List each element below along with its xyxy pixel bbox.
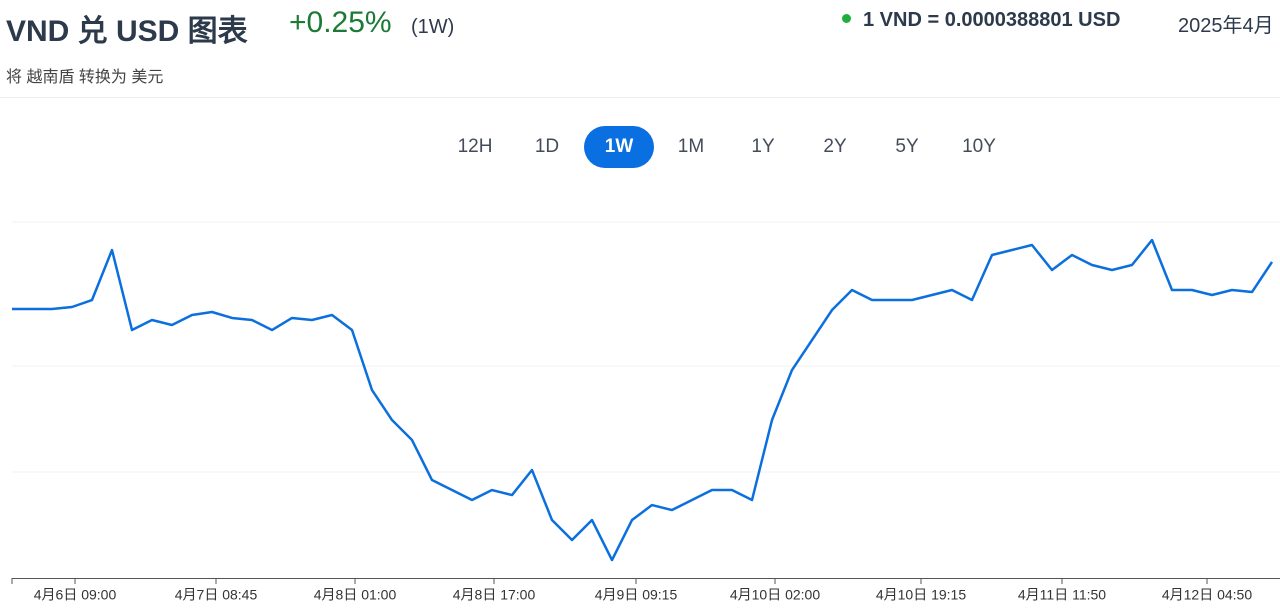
range-button[interactable]: 1D xyxy=(534,136,560,157)
date: 2025年4月 xyxy=(1178,15,1274,37)
separator xyxy=(0,97,1280,98)
range-button[interactable]: 10Y xyxy=(962,136,996,157)
x-tick-label: 4月8日 01:00 xyxy=(314,587,397,603)
x-tick-label: 4月6日 09:00 xyxy=(34,587,117,603)
live-dot xyxy=(842,14,851,23)
change: +0.25% xyxy=(289,6,392,39)
range-button[interactable]: 1W xyxy=(584,126,654,168)
x-tick-label: 4月9日 09:15 xyxy=(595,587,678,603)
period: (1W) xyxy=(411,16,455,38)
range-button[interactable]: 1M xyxy=(677,136,705,157)
range-button[interactable]: 1Y xyxy=(751,136,775,157)
range-button[interactable]: 2Y xyxy=(823,136,847,157)
range-buttons: 12H 1D 1W 1M 1Y 2Y 5Y 10Y xyxy=(440,126,1014,168)
subtitle: 将 越南盾 转换为 美元 xyxy=(6,69,164,86)
range-button[interactable]: 5Y xyxy=(895,136,919,157)
x-tick-label: 4月7日 08:45 xyxy=(175,587,258,603)
x-tick-label: 4月8日 17:00 xyxy=(453,587,536,603)
x-tick-label: 4月12日 04:50 xyxy=(1162,587,1252,603)
rate-line xyxy=(12,238,1274,562)
rate: 1 VND = 0.0000388801 USD xyxy=(842,9,1120,32)
title: VND 兑 USD 图表 xyxy=(6,15,248,48)
x-tick-label: 4月10日 02:00 xyxy=(730,587,820,603)
x-tick-label: 4月10日 19:15 xyxy=(876,587,966,603)
rate-text: 1 VND = 0.0000388801 USD xyxy=(863,9,1121,31)
x-tick-label: 4月11日 11:50 xyxy=(1018,587,1106,603)
range-button[interactable]: 12H xyxy=(457,136,493,157)
